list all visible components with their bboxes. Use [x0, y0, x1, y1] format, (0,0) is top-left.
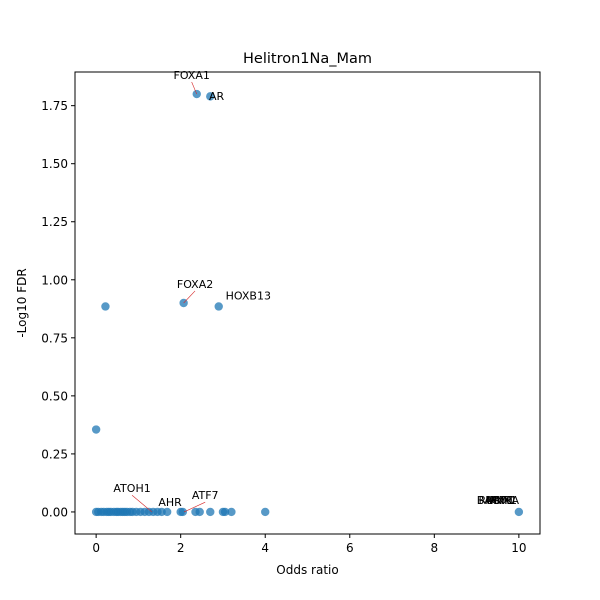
annotation-label: ATOH1 [113, 482, 150, 495]
axes-frame [74, 71, 541, 535]
annotation-label: FOXA1 [174, 69, 210, 82]
data-point [192, 89, 201, 99]
data-point [214, 302, 223, 311]
annotation-connector [183, 501, 206, 513]
annotation-label: AR [209, 90, 225, 103]
annotation-label: NRF1 [485, 494, 514, 507]
y-tick-label: 1.75 [41, 99, 68, 113]
annotation-label: RXRA [489, 494, 519, 507]
annotation-connector [183, 290, 196, 304]
data-point [162, 507, 172, 517]
data-point [261, 507, 270, 517]
data-point [195, 507, 204, 517]
y-tick-label: 0.25 [41, 447, 68, 461]
y-tick-label: 1.00 [41, 273, 68, 287]
y-tick-label: 0.75 [41, 331, 68, 345]
y-axis: 0.00 0.25 0.50 0.75 1.00 1.25 1.50 1.75 [41, 99, 75, 519]
y-axis-label: -Log10 FDR [15, 268, 29, 337]
annotation-label: AHR [158, 496, 182, 509]
x-axis: 0 2 4 6 8 10 [92, 534, 527, 555]
annotation-label: MITF [487, 494, 513, 507]
data-point [178, 507, 187, 517]
data-point [206, 92, 215, 101]
x-tick-label: 10 [511, 541, 526, 555]
data-point [206, 507, 215, 517]
annotation-label: MYC [490, 494, 514, 507]
y-tick-label: 1.25 [41, 215, 68, 229]
annotation-label: ATF7 [192, 489, 219, 502]
x-axis-label: Odds ratio [276, 563, 338, 577]
data-point [220, 507, 230, 517]
y-tick-label: 0.00 [41, 505, 68, 519]
data-point [101, 302, 110, 311]
x-tick-label: 2 [177, 541, 185, 555]
annotation-connector [131, 494, 153, 513]
annotation-label: RUNX1 [478, 494, 516, 507]
data-point [514, 507, 524, 517]
x-tick-label: 0 [92, 541, 100, 555]
chart-title: Helitron1Na_Mam [243, 51, 372, 67]
x-tick-label: 4 [261, 541, 269, 555]
annotation-label: HOXB13 [226, 290, 271, 303]
y-tick-label: 1.50 [41, 157, 68, 171]
annotation-connector [191, 81, 198, 95]
x-tick-label: 8 [430, 541, 438, 555]
annotation-label: FOXA2 [177, 278, 213, 291]
y-tick-label: 0.50 [41, 389, 68, 403]
data-point [227, 507, 236, 517]
data-point [91, 425, 101, 434]
x-tick-label: 6 [346, 541, 354, 555]
annotation-label: BACH1 [477, 494, 515, 507]
